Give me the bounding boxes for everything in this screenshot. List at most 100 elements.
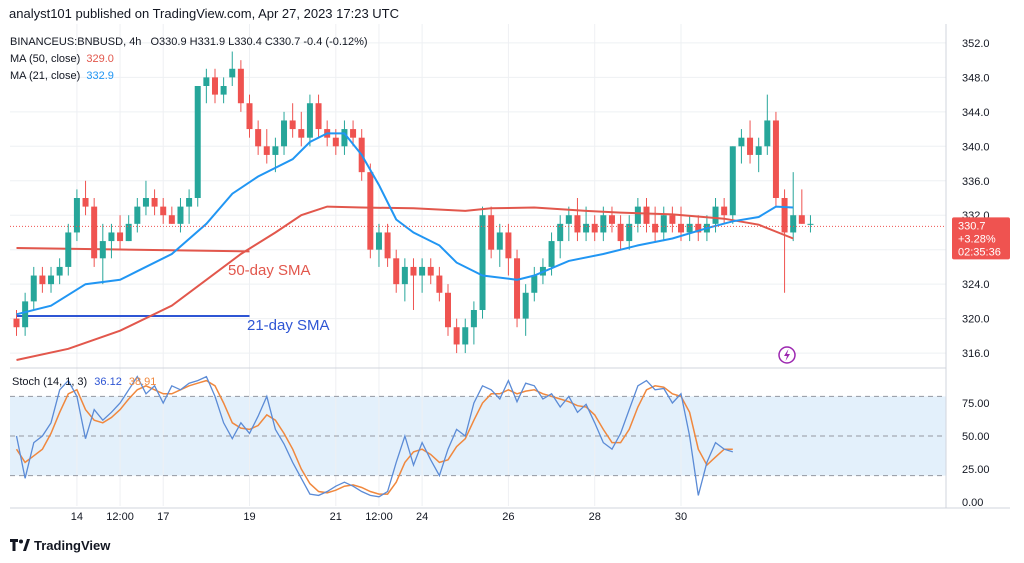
candle-body <box>419 266 426 276</box>
price-tick-label: 352.0 <box>962 38 990 50</box>
candle-body <box>255 129 262 147</box>
candle-body <box>470 310 477 328</box>
price-badge-value: 330.7 <box>958 220 986 232</box>
candle-body <box>496 232 503 250</box>
candle-body <box>453 327 460 345</box>
ma50-label[interactable]: MA (50, close) <box>10 53 81 65</box>
candle-body <box>695 223 702 233</box>
candle-body <box>65 232 72 267</box>
stoch-label[interactable]: Stoch (14, 1, 3) <box>12 376 88 388</box>
candle-body <box>13 318 20 328</box>
publish-header: analyst101 published on TradingView.com,… <box>9 6 400 21</box>
chart-legend: BINANCEUS:BNBUSD, 4h O330.9 H331.9 L330.… <box>10 34 368 85</box>
candle-body <box>764 120 771 147</box>
candle-body <box>747 137 754 155</box>
ma21-label[interactable]: MA (21, close) <box>10 70 81 82</box>
candle-body <box>721 206 728 216</box>
stoch-tick-label: 25.00 <box>962 464 990 476</box>
time-tick-label: 17 <box>157 511 169 523</box>
footer-brand[interactable]: TradingView <box>10 538 110 554</box>
candle-body <box>272 146 279 155</box>
candle-body <box>626 223 633 242</box>
ma21-value: 332.9 <box>86 70 114 82</box>
candle-body <box>56 266 63 276</box>
candle-body <box>306 103 313 138</box>
time-tick-label: 12:00 <box>365 511 393 523</box>
candle-body <box>151 198 158 207</box>
ma21-row: MA (21, close) 332.9 <box>10 68 368 85</box>
candle-body <box>427 266 434 276</box>
candle-body <box>574 215 581 233</box>
candle-body <box>790 215 797 233</box>
candle-body <box>30 275 37 302</box>
candle-body <box>807 223 814 225</box>
time-tick-label: 14 <box>71 511 83 523</box>
footer-brand-text: TradingView <box>34 538 111 553</box>
candle-body <box>220 86 227 95</box>
candle-body <box>91 206 98 259</box>
candle-body <box>445 292 451 328</box>
candle-body <box>194 86 201 198</box>
time-tick-label: 19 <box>243 511 255 523</box>
candle-body <box>781 198 788 233</box>
candle-body <box>298 129 305 138</box>
stoch-tick-label: 0.00 <box>962 497 983 509</box>
stoch-tick-label: 75.00 <box>962 398 990 410</box>
candle-body <box>643 206 650 224</box>
stoch-k-value: 36.12 <box>94 376 122 388</box>
ma50-row: MA (50, close) 329.0 <box>10 51 368 68</box>
candle-body <box>686 223 693 233</box>
candle-body <box>22 301 29 328</box>
price-tick-label: 320.0 <box>962 314 990 326</box>
candle-body <box>332 137 339 147</box>
candle-body <box>186 198 193 207</box>
candle-body <box>82 198 89 207</box>
ma50-value: 329.0 <box>86 53 114 65</box>
candle-body <box>505 232 512 259</box>
candle-body <box>583 223 590 233</box>
candle-body <box>600 215 607 233</box>
symbol-row: BINANCEUS:BNBUSD, 4h O330.9 H331.9 L330.… <box>10 34 368 51</box>
candle-body <box>48 275 55 285</box>
candle-body <box>160 206 167 216</box>
tradingview-logo-icon <box>10 539 30 554</box>
candle-body <box>531 275 538 293</box>
time-tick-label: 30 <box>675 511 687 523</box>
candle-body <box>738 137 745 147</box>
candle-body <box>289 120 296 130</box>
annotation-line <box>16 246 250 253</box>
sma21-annotation: 21-day SMA <box>247 317 330 334</box>
time-tick-label: 24 <box>416 511 428 523</box>
price-tick-label: 316.0 <box>962 348 990 360</box>
candle-body <box>678 223 685 233</box>
candle-body <box>375 232 382 250</box>
time-tick-label: 12:00 <box>106 511 134 523</box>
candle-body <box>557 223 564 242</box>
candle-body <box>117 232 124 242</box>
symbol-label[interactable]: BINANCEUS:BNBUSD, 4h <box>10 36 142 48</box>
stoch-d-line <box>15 379 733 495</box>
candle-body <box>177 206 184 224</box>
candle-body <box>617 223 624 242</box>
time-tick-label: 28 <box>589 511 601 523</box>
candle-body <box>350 129 357 138</box>
candle-body <box>203 77 210 86</box>
candle-body <box>142 198 149 207</box>
candle-body <box>281 120 288 147</box>
candle-body <box>479 215 486 310</box>
ohlc-values: O330.9 H331.9 L330.4 C330.7 -0.4 (-0.12%… <box>150 36 368 48</box>
stoch-legend: Stoch (14, 1, 3) 36.12 38.91 <box>12 376 156 388</box>
sma50-annotation: 50-day SMA <box>228 262 311 279</box>
stoch-d-value: 38.91 <box>128 376 157 388</box>
price-tick-label: 344.0 <box>962 107 990 119</box>
candle-body <box>712 206 719 224</box>
candle-body <box>462 327 469 345</box>
candle-body <box>211 77 218 95</box>
candle-body <box>246 103 253 130</box>
price-tick-label: 336.0 <box>962 176 990 188</box>
price-tick-label: 348.0 <box>962 72 990 84</box>
candle-body <box>367 172 374 250</box>
price-tick-label: 340.0 <box>962 141 990 153</box>
candle-body <box>660 215 667 233</box>
